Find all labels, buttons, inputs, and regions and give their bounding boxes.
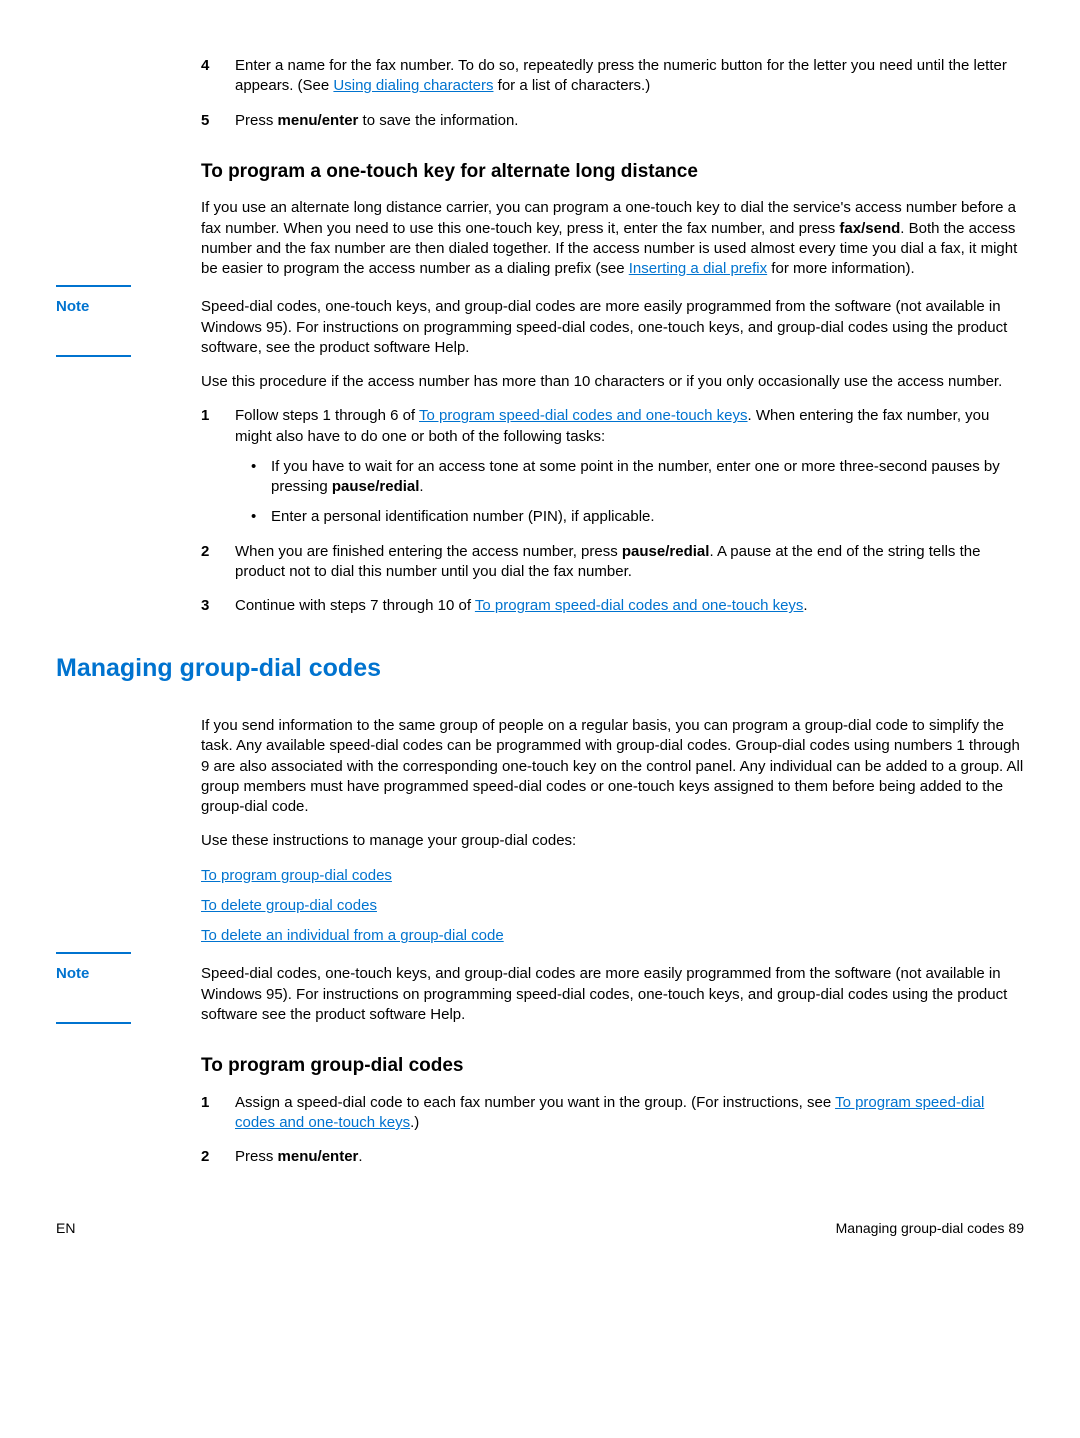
text: .) (410, 1114, 419, 1131)
text: Assign a speed-dial code to each fax num… (235, 1094, 835, 1111)
bold-text: menu/enter (278, 112, 359, 129)
step-body: When you are finished entering the acces… (235, 542, 1024, 583)
text: Press (235, 1148, 278, 1165)
bold-text: pause/redial (622, 543, 710, 560)
bullet-icon: • (251, 507, 271, 527)
footer-language: EN (56, 1219, 75, 1238)
link-using-dialing-characters[interactable]: Using dialing characters (333, 77, 493, 94)
note-rule (56, 285, 131, 287)
paragraph: Use these instructions to manage your gr… (201, 831, 1024, 851)
group-step-2: 2 Press menu/enter. (201, 1147, 1024, 1167)
step-body: Continue with steps 7 through 10 of To p… (235, 596, 1024, 616)
heading-program-group-dial: To program group-dial codes (201, 1053, 1024, 1079)
bold-text: pause/redial (332, 478, 420, 495)
step-number: 2 (201, 1147, 235, 1167)
bold-text: menu/enter (278, 1148, 359, 1165)
step-number: 5 (201, 111, 235, 131)
paragraph: If you use an alternate long distance ca… (201, 198, 1024, 279)
group-step-1: 1 Assign a speed-dial code to each fax n… (201, 1093, 1024, 1134)
text: to save the information. (358, 112, 518, 129)
step-body: Enter a name for the fax number. To do s… (235, 56, 1024, 97)
step-body: Follow steps 1 through 6 of To program s… (235, 406, 1024, 527)
paragraph: Use this procedure if the access number … (201, 372, 1024, 392)
bullet-item: • Enter a personal identification number… (251, 507, 1024, 527)
step-body: Press menu/enter. (235, 1147, 1024, 1167)
text: Follow steps 1 through 6 of (235, 407, 419, 424)
bullet-icon: • (251, 457, 271, 498)
step-4: 4 Enter a name for the fax number. To do… (201, 56, 1024, 97)
step-body: Assign a speed-dial code to each fax num… (235, 1093, 1024, 1134)
note-text: Speed-dial codes, one-touch keys, and gr… (201, 964, 1024, 1025)
text: Press (235, 112, 278, 129)
proc-step-1: 1 Follow steps 1 through 6 of To program… (201, 406, 1024, 527)
step-number: 1 (201, 1093, 235, 1134)
text: for a list of characters.) (493, 77, 650, 94)
note-rule (56, 355, 131, 357)
note-text: Speed-dial codes, one-touch keys, and gr… (201, 297, 1024, 358)
text: . (358, 1148, 362, 1165)
step-body: Press menu/enter to save the information… (235, 111, 1024, 131)
link-program-group-dial[interactable]: To program group-dial codes (201, 866, 392, 886)
note-block: Note Speed-dial codes, one-touch keys, a… (201, 964, 1024, 1025)
text: Continue with steps 7 through 10 of (235, 597, 475, 614)
footer-section-title: Managing group-dial codes (836, 1220, 1005, 1236)
section-heading-managing-group-dial: Managing group-dial codes (56, 652, 1024, 686)
step-5: 5 Press menu/enter to save the informati… (201, 111, 1024, 131)
text: . (419, 478, 423, 495)
note-label: Note (56, 297, 131, 317)
proc-step-2: 2 When you are finished entering the acc… (201, 542, 1024, 583)
note-block: Note Speed-dial codes, one-touch keys, a… (201, 297, 1024, 358)
page-footer: EN Managing group-dial codes 89 (56, 1219, 1024, 1238)
step-number: 3 (201, 596, 235, 616)
bold-text: fax/send (839, 220, 900, 237)
link-delete-group-dial[interactable]: To delete group-dial codes (201, 896, 377, 916)
step-number: 4 (201, 56, 235, 97)
step-number: 1 (201, 406, 235, 527)
link-delete-individual-group-dial[interactable]: To delete an individual from a group-dia… (201, 926, 504, 946)
link-program-speed-dial[interactable]: To program speed-dial codes and one-touc… (475, 597, 804, 614)
paragraph: If you send information to the same grou… (201, 716, 1024, 817)
note-rule (56, 952, 131, 954)
link-program-speed-dial[interactable]: To program speed-dial codes and one-touc… (419, 407, 748, 424)
links-block: To program group-dial codes To delete gr… (201, 866, 1024, 947)
note-label: Note (56, 964, 131, 984)
footer-right: Managing group-dial codes 89 (836, 1219, 1024, 1238)
text: When you are finished entering the acces… (235, 543, 622, 560)
step-number: 2 (201, 542, 235, 583)
bullet-body: If you have to wait for an access tone a… (271, 457, 1024, 498)
bullet-item: • If you have to wait for an access tone… (251, 457, 1024, 498)
proc-step-3: 3 Continue with steps 7 through 10 of To… (201, 596, 1024, 616)
link-inserting-dial-prefix[interactable]: Inserting a dial prefix (629, 260, 767, 277)
footer-page-number: 89 (1008, 1220, 1024, 1236)
note-rule (56, 1022, 131, 1024)
heading-alternate-long-distance: To program a one-touch key for alternate… (201, 159, 1024, 185)
bullet-body: Enter a personal identification number (… (271, 507, 1024, 527)
text: for more information). (767, 260, 915, 277)
text: . (803, 597, 807, 614)
